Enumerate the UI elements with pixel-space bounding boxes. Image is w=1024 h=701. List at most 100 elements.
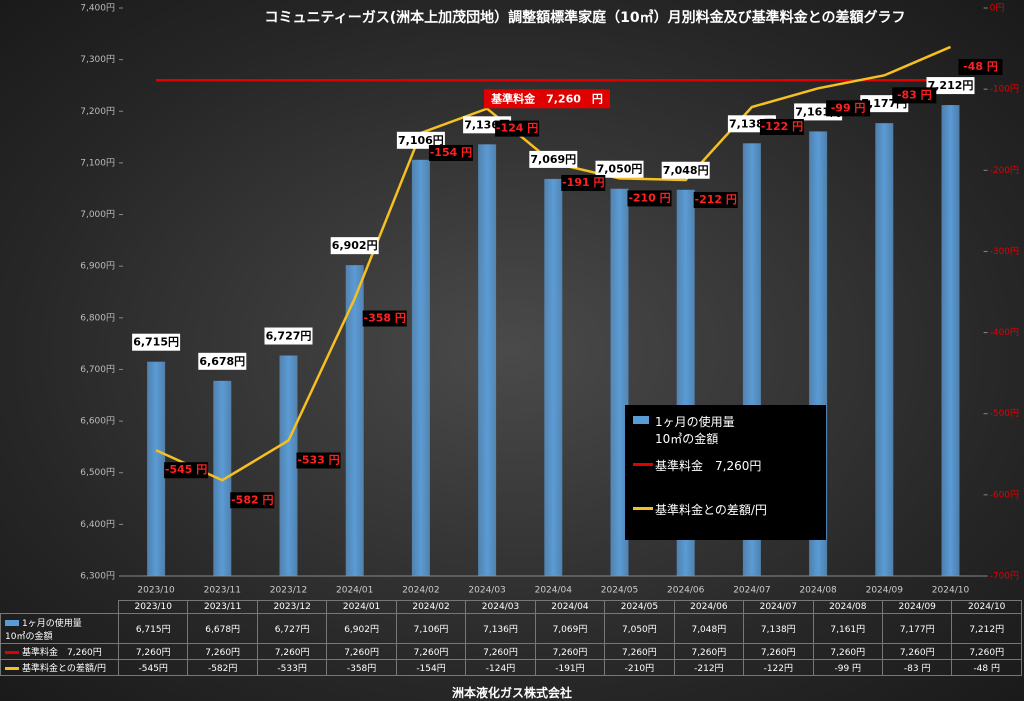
table-category: 2024/01 [326,600,397,614]
table-cell: 7,106円 [395,613,467,644]
table-cell: 7,136円 [465,613,536,644]
legend-item: 基準料金との差額/円 [633,501,767,518]
y-tick-label: 6,700円 [80,364,115,375]
bar-label: 7,212円 [926,77,975,95]
bar-value-label: 6,902円 [332,239,378,252]
y-tick-label: 6,800円 [80,312,115,323]
y2-tick-label: 0円 [990,3,1005,14]
table-cell: 7,069円 [534,613,606,644]
table-cell: -358円 [326,659,397,676]
diff-label-box [759,118,804,135]
bar-label-box [264,327,313,345]
bar-label: 7,106円 [396,131,445,149]
table-cell: 7,260円 [117,643,189,660]
table-category: 2024/03 [465,600,536,614]
table-cell: 6,715円 [117,613,189,644]
table-cell: 7,260円 [604,643,675,660]
table-row: 基準料金との差額/円 -545円 -582円 -533円 -358円 -154円 -124円… [0,659,1022,676]
table-cell: -545円 [117,659,189,676]
diff-value-label: -99 円 [831,101,866,114]
legend-swatch [633,507,653,510]
diff-label: -122 円 [759,118,804,135]
diff-label-box [428,144,473,161]
x-tick-label: 2023/10 [137,586,175,596]
y2-tick-label: -500円 [990,408,1019,419]
diff-label-box [826,100,871,117]
diff-label: -99 円 [826,100,871,117]
x-tick-label: 2024/01 [336,586,373,596]
table-cell: -191円 [534,659,606,676]
legend: 1ヶ月の使用量 10㎥の金額 基準料金 7,260円 基準料金との差額/円 [625,405,826,540]
bar-value-label: 7,048円 [663,164,709,177]
bar [279,355,298,576]
y2-tick-label: -200円 [990,165,1019,176]
diff-value-label: -358 円 [364,311,406,324]
table-category: 2024/07 [743,600,814,614]
y2-tick-label: -300円 [990,246,1019,257]
table-row: 1ヶ月の使用量 10㎥の金額 6,715円 6,678円 6,727円 6,902円 7,… [0,613,1022,644]
legend-item: 基準料金 7,260円 [633,457,761,474]
annotation-box [484,89,610,109]
table-category: 2024/04 [534,600,606,614]
diff-label-box [362,310,407,327]
x-tick-label: 2023/12 [270,586,307,596]
diff-label: -191 円 [561,174,606,191]
table-cell: 7,260円 [881,643,953,660]
table-category: 2024/06 [673,600,745,614]
diff-value-label: -83 円 [897,88,932,101]
y-tick-label: 6,500円 [80,467,115,478]
bar-label-box [529,150,578,168]
y-tick-label: 7,000円 [80,209,115,220]
table-cell: 7,260円 [951,643,1022,660]
bar-label-box [396,131,445,149]
chart: コミュニティーガス(洲本上加茂団地）調整額標準家庭（10㎥）月別料金及び基準料金… [80,3,1019,596]
table-cell: 7,260円 [465,643,536,660]
diff-value-label: -122 円 [761,120,803,133]
table-cell: 6,902円 [326,613,397,644]
diff-label-box [693,192,738,209]
diff-label: -48 円 [958,58,1003,75]
y2-tick-label: -700円 [990,571,1019,582]
table-category: 2023/10 [117,600,189,614]
diff-label-box [892,87,937,104]
bar-value-label: 7,050円 [597,163,643,176]
diff-value-label: -582 円 [231,493,273,506]
y2-tick-label: -400円 [990,327,1019,338]
y2-tick-label: -100円 [990,84,1019,95]
bar [147,361,166,576]
annotation: 基準料金 7,260 円 [490,91,603,105]
chart-title: コミュニティーガス(洲本上加茂団地）調整額標準家庭（10㎥）月別料金及び基準料金… [265,9,906,26]
table-header: 2023/10 2023/11 2023/12 2024/01 2024/02 2024/… [1,600,1022,614]
table-swatch [5,620,19,626]
table-cell: 7,260円 [743,643,814,660]
bar-label-box [926,77,975,95]
bar-label: 6,678円 [198,352,247,370]
diff-value-label: -210 円 [628,191,670,204]
diff-value-label: -212 円 [695,193,737,206]
bar-value-label: 7,212円 [928,79,974,92]
table-swatch [5,651,19,654]
x-tick-label: 2024/10 [932,586,970,596]
table-cell: 7,260円 [534,643,606,660]
legend-swatch [633,416,649,424]
bar [345,265,364,576]
table-cell: -122円 [743,659,814,676]
x-tick-label: 2024/05 [601,586,638,596]
bar-value-label: 6,715円 [133,336,179,349]
diff-label: -83 円 [892,87,937,104]
diff-label-box [296,452,341,469]
x-tick-label: 2023/11 [204,586,241,596]
bar-label-box [661,161,710,179]
bar [478,144,497,576]
x-tick-label: 2024/04 [535,586,573,596]
bar [544,178,563,576]
table-cell: -154円 [395,659,467,676]
table-cell: 7,260円 [326,643,397,660]
diff-label-box [561,174,606,191]
diff-label-box [958,58,1003,75]
bar-label-box [330,237,379,255]
table-cell: 6,727円 [256,613,328,644]
y-tick-label: 7,300円 [80,54,115,65]
y-tick-label: 6,600円 [80,416,115,427]
table-row-header: 基準料金との差額/円 [0,659,119,676]
